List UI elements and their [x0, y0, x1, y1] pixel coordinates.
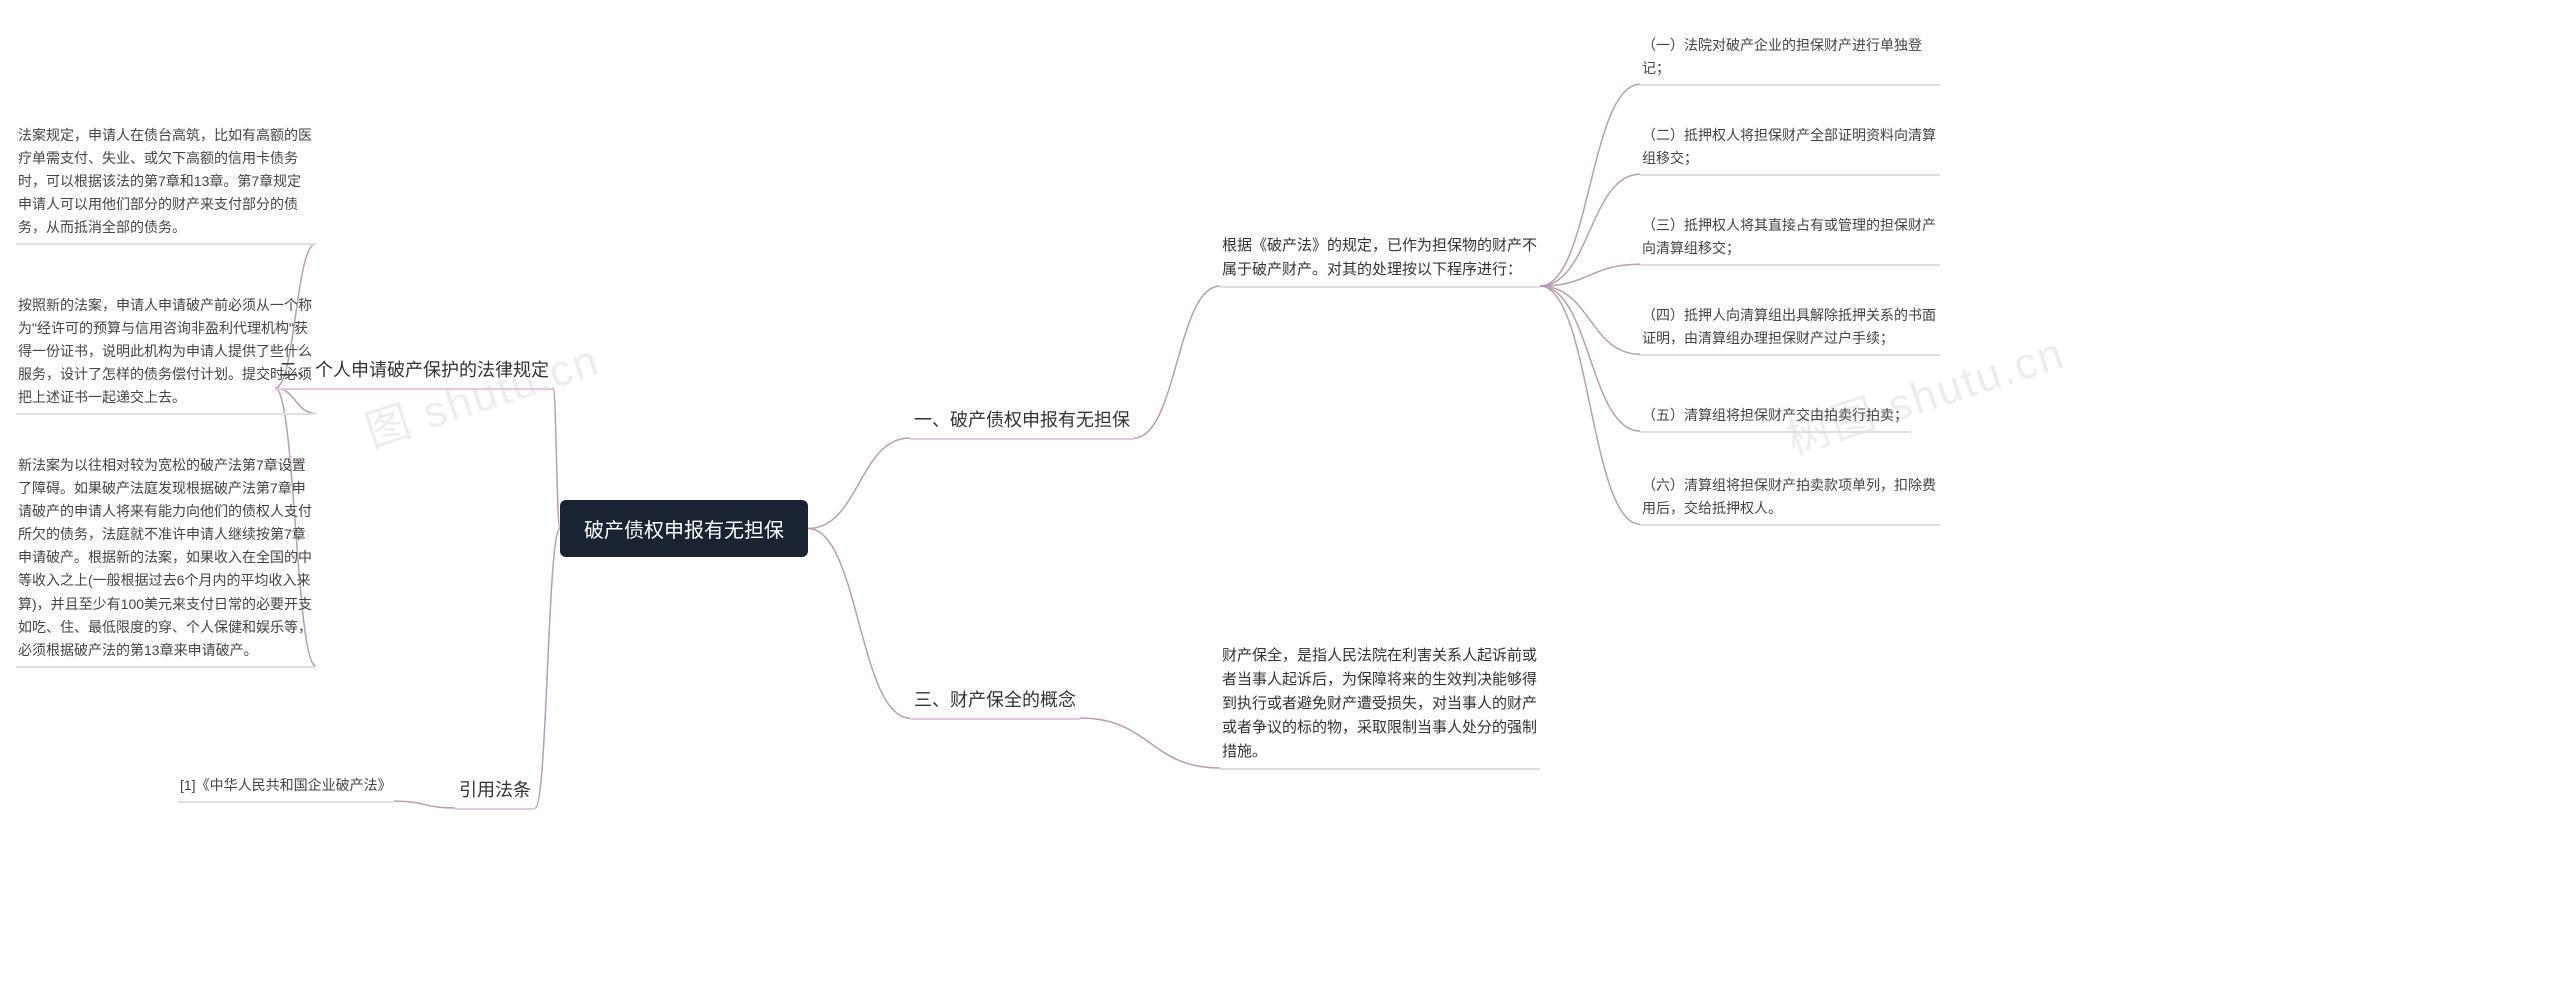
watermark-1: 图 shutu.cn	[356, 324, 606, 460]
mindmap-canvas: 图 shutu.cn 树图 shutu.cn 破产债权申报有无担保 一、破产债权…	[0, 0, 2560, 1007]
leaf-r1-4[interactable]: （五）清算组将担保财产交由拍卖行拍卖；	[1640, 400, 1910, 433]
branch-left-2[interactable]: 引用法条	[455, 770, 535, 810]
branch-left-1[interactable]: 二、个人申请破产保护的法律规定	[275, 350, 553, 390]
leaf-l1-2[interactable]: 新法案为以往相对较为宽松的破产法第7章设置了障碍。如果破产法庭发现根据破产法第7…	[16, 450, 316, 668]
connector-layer	[0, 0, 2560, 1007]
leaf-r1-0[interactable]: （一）法院对破产企业的担保财产进行单独登记；	[1640, 30, 1940, 86]
root-node[interactable]: 破产债权申报有无担保	[560, 500, 808, 557]
branch-right-2-child-1[interactable]: 财产保全，是指人民法院在利害关系人起诉前或者当事人起诉后，为保障将来的生效判决能…	[1220, 640, 1540, 770]
leaf-r1-1[interactable]: （二）抵押权人将担保财产全部证明资料向清算组移交；	[1640, 120, 1940, 176]
leaf-r1-5[interactable]: （六）清算组将担保财产拍卖款项单列，扣除费用后，交给抵押权人。	[1640, 470, 1940, 526]
leaf-r1-3[interactable]: （四）抵押人向清算组出具解除抵押关系的书面证明，由清算组办理担保财产过户手续；	[1640, 300, 1940, 356]
branch-right-1-child-1[interactable]: 根据《破产法》的规定，已作为担保物的财产不属于破产财产。对其的处理按以下程序进行…	[1220, 230, 1540, 288]
branch-right-2[interactable]: 三、财产保全的概念	[910, 680, 1080, 720]
branch-right-1[interactable]: 一、破产债权申报有无担保	[910, 400, 1134, 440]
leaf-l1-0[interactable]: 法案规定，申请人在债台高筑，比如有高额的医疗单需支付、失业、或欠下高额的信用卡债…	[16, 120, 316, 245]
leaf-l2-0[interactable]: [1]《中华人民共和国企业破产法》	[178, 770, 394, 803]
leaf-r1-2[interactable]: （三）抵押权人将其直接占有或管理的担保财产向清算组移交；	[1640, 210, 1940, 266]
leaf-l1-1[interactable]: 按照新的法案，申请人申请破产前必须从一个称为"经许可的预算与信用咨询非盈利代理机…	[16, 290, 316, 415]
